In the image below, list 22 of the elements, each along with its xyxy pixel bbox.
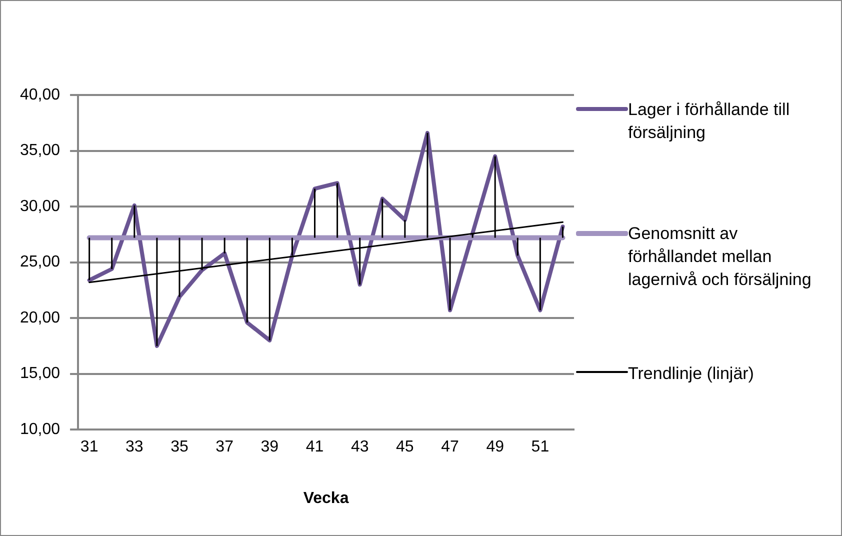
y-tick-label: 30,00 [20, 198, 60, 215]
x-tick-label: 37 [216, 438, 234, 456]
x-tick-label: 43 [350, 438, 369, 456]
legend-label: Trendlinje (linjär) [628, 363, 755, 385]
x-tick-label: 51 [531, 438, 550, 456]
y-tick-label: 35,00 [20, 142, 60, 160]
y-tick-label: 25,00 [20, 254, 60, 271]
x-tick-label: 41 [306, 438, 324, 456]
y-tick-label: 10,00 [20, 421, 60, 438]
x-tick-label: 49 [486, 438, 504, 456]
legend-label: Genomsnitt av förhållandet mellan lagernivå och försäljning [628, 223, 812, 291]
y-tick-label: 20,00 [20, 309, 60, 326]
x-tick-label: 31 [80, 438, 98, 456]
y-tick-label: 15,00 [20, 365, 60, 382]
legend-label: Lager i förhållande till försäljning [628, 99, 791, 144]
x-tick-label: 35 [170, 438, 188, 456]
x-tick-label: 47 [441, 438, 460, 456]
x-tick-label: 39 [260, 438, 279, 456]
y-tick-label: 40,00 [20, 86, 60, 104]
x-tick-label: 45 [396, 438, 414, 456]
x-axis-title: Vecka [303, 490, 349, 507]
x-tick-label: 33 [126, 438, 144, 456]
